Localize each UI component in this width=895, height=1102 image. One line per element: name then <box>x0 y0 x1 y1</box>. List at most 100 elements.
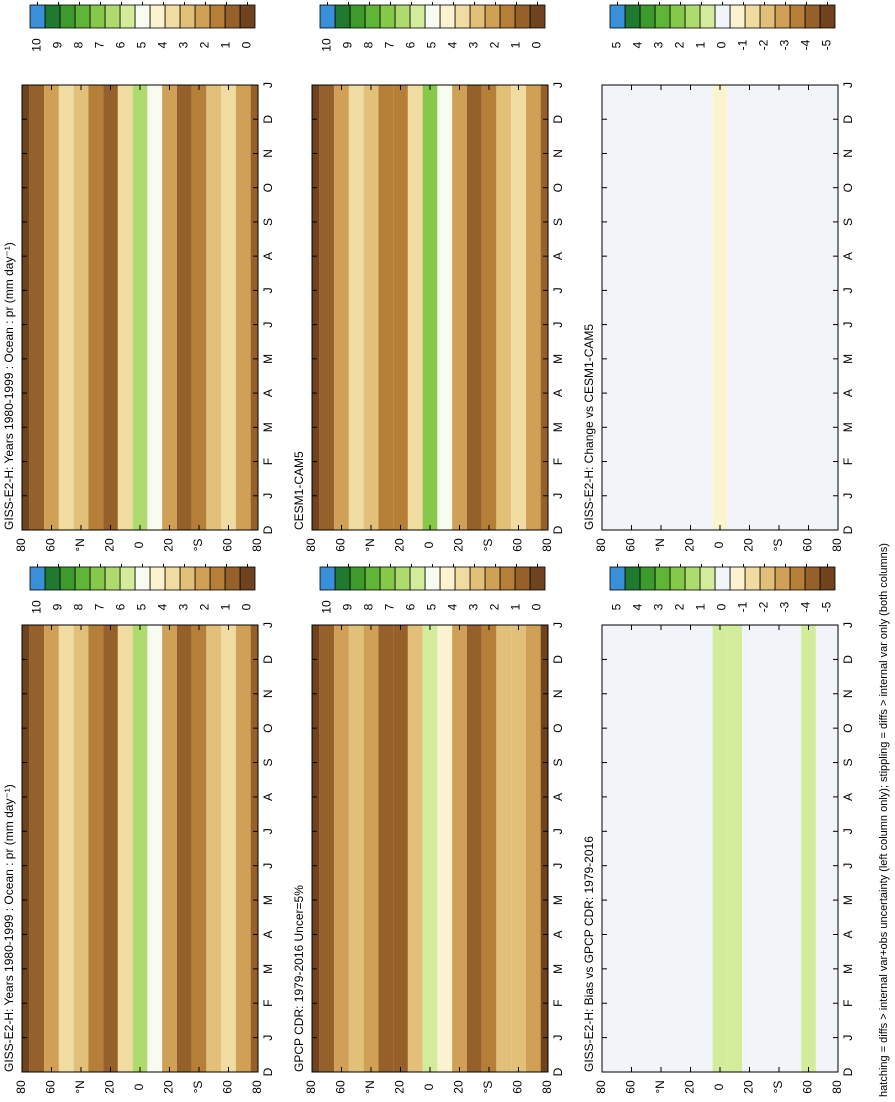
field-band <box>363 85 379 530</box>
field-band <box>22 625 30 1072</box>
lat-label: 20 <box>393 538 407 552</box>
colorbar-label: 9 <box>341 603 355 610</box>
month-label: D <box>551 525 565 534</box>
month-label: S <box>551 218 565 226</box>
colorbar-box <box>529 566 546 591</box>
lat-label: °N <box>363 1080 377 1093</box>
month-label: J <box>551 287 565 293</box>
field-band <box>348 85 364 530</box>
colorbar-label: -1 <box>736 601 750 612</box>
field-band <box>830 625 838 1072</box>
field-band <box>407 625 423 1072</box>
colorbar-label: 2 <box>673 603 687 610</box>
colorbar-label: 7 <box>93 41 107 48</box>
lat-label: 0 <box>132 1083 146 1090</box>
field-band <box>29 625 45 1072</box>
lat-label: 80 <box>540 538 554 552</box>
footnote: hatching = diffs > internal var+obs unce… <box>878 543 890 1097</box>
field-band <box>422 625 438 1072</box>
colorbar-label: 6 <box>114 41 128 48</box>
field-band <box>250 85 258 530</box>
colorbar-label: 6 <box>114 603 128 610</box>
colorbar-label: 7 <box>93 603 107 610</box>
colorbar-box <box>774 4 791 29</box>
field-band <box>117 85 133 530</box>
colorbar-label: 7 <box>383 41 397 48</box>
field-band <box>452 85 467 530</box>
colorbar-box <box>774 566 791 591</box>
month-label: D <box>261 1067 275 1076</box>
colorbar-label: 3 <box>652 41 666 48</box>
colorbar-box <box>669 566 686 591</box>
colorbar-box <box>514 4 531 29</box>
lat-label: 80 <box>594 538 608 552</box>
lat-label: 80 <box>830 1080 844 1094</box>
field-band <box>58 85 74 530</box>
field-band <box>801 625 816 1072</box>
colorbar-label: 2 <box>198 603 212 610</box>
colorbar-box <box>149 566 166 591</box>
month-label: S <box>841 759 855 767</box>
lat-label: 60 <box>44 1080 58 1094</box>
field-band <box>73 625 89 1072</box>
month-label: D <box>551 115 565 124</box>
colorbar-label: 2 <box>673 41 687 48</box>
field-band <box>756 625 772 1072</box>
colorbar-box <box>639 566 656 591</box>
lat-label: 20 <box>103 538 117 552</box>
month-label: A <box>261 252 275 260</box>
month-label: A <box>841 252 855 260</box>
colorbar-label: 7 <box>383 603 397 610</box>
lat-label: 20 <box>162 538 176 552</box>
colorbar-box <box>624 4 641 29</box>
colorbar-label: 9 <box>51 41 65 48</box>
month-label: M <box>551 964 565 974</box>
colorbar-label: 4 <box>631 603 645 610</box>
month-label: D <box>261 115 275 124</box>
month-label: J <box>841 493 855 499</box>
field-band <box>319 625 335 1072</box>
colorbar-box <box>29 566 46 591</box>
month-label: A <box>551 930 565 938</box>
colorbar-box <box>744 4 761 29</box>
colorbar-box <box>364 566 381 591</box>
panel-title: GISS-E2-H: Change vs CESM1-CAM5 <box>582 324 596 530</box>
month-label: O <box>261 183 275 192</box>
panel-title: GISS-E2-H: Bias vs GPCP CDR: 1979-2016 <box>582 836 596 1072</box>
lat-label: °S <box>191 1081 205 1094</box>
month-label: A <box>551 252 565 260</box>
colorbar-box <box>224 4 241 29</box>
colorbar-label: 1 <box>219 603 233 610</box>
colorbar-label: 4 <box>446 41 460 48</box>
month-label: A <box>551 793 565 801</box>
colorbar-box <box>729 4 746 29</box>
field-band <box>496 85 512 530</box>
field-band <box>422 85 438 530</box>
month-label: F <box>841 458 855 465</box>
field-band <box>22 85 30 530</box>
lat-label: 20 <box>683 538 697 552</box>
month-label: J <box>551 493 565 499</box>
colorbar-box <box>209 566 226 591</box>
colorbar-box <box>469 4 486 29</box>
colorbar-box <box>334 4 351 29</box>
month-label: J <box>261 82 275 88</box>
month-label: M <box>841 895 855 905</box>
colorbar-label: 4 <box>446 603 460 610</box>
field-band <box>815 625 831 1072</box>
lat-label: °S <box>771 1081 785 1094</box>
month-label: A <box>841 389 855 397</box>
month-label: A <box>551 389 565 397</box>
lat-label: 80 <box>250 1080 264 1094</box>
field-band <box>221 625 236 1072</box>
field-band <box>132 625 148 1072</box>
field-band <box>815 85 831 530</box>
month-label: O <box>841 723 855 732</box>
colorbar-box <box>714 566 731 591</box>
colorbar-box <box>349 4 366 29</box>
colorbar-box <box>529 4 546 29</box>
field-band <box>191 625 207 1072</box>
field-band <box>511 85 526 530</box>
lat-label: 0 <box>712 1083 726 1090</box>
month-label: F <box>261 1000 275 1007</box>
